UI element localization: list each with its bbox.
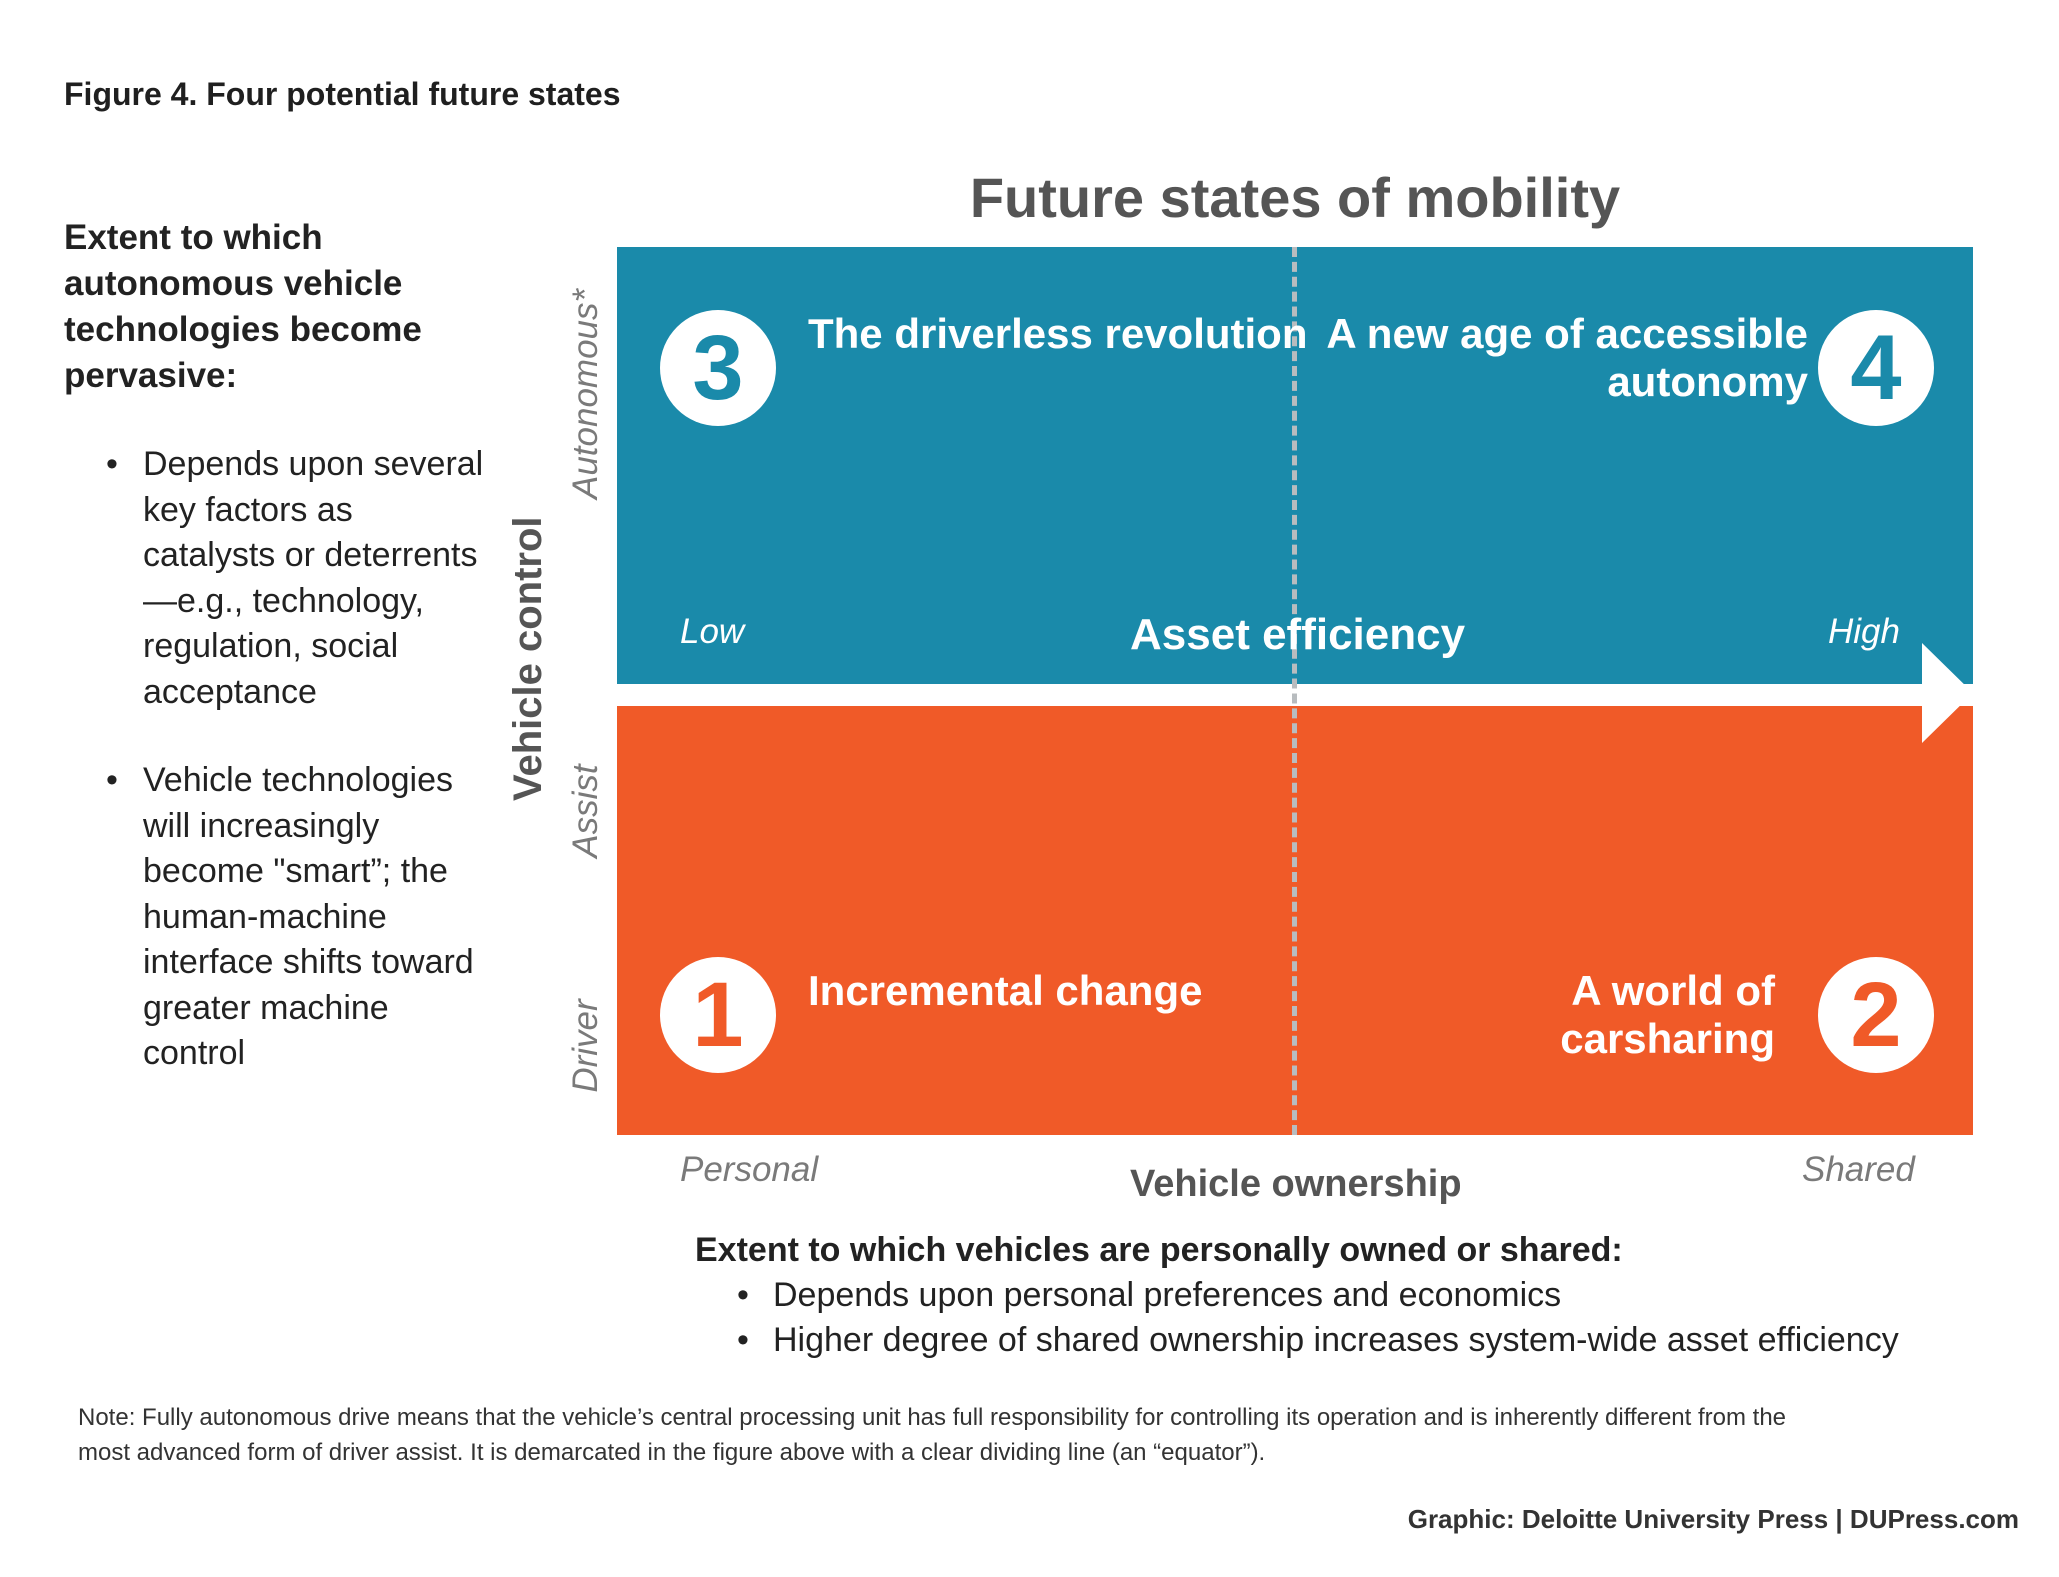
quadrant-4-label: A new age of accessible autonomy <box>1326 310 1808 405</box>
quadrant-1-badge: 1 <box>660 957 776 1073</box>
efficiency-low-label: Low <box>680 612 745 651</box>
ownership-explanation: Extent to which vehicles are personally … <box>695 1228 1995 1363</box>
chart-title: Future states of mobility <box>969 166 1621 229</box>
quadrant-2-badge: 2 <box>1818 957 1934 1073</box>
vehicle-control-axis-label: Vehicle control <box>506 516 550 801</box>
quadrant-3-label: The driverless revolution <box>808 310 1308 357</box>
quadrant-3-badge: 3 <box>660 310 776 426</box>
quadrant-1-label: Incremental change <box>808 967 1203 1014</box>
figure-title: Figure 4. Four potential future states <box>64 76 621 112</box>
bottom-bullet-list: Depends upon personal preferences and ec… <box>695 1273 1995 1363</box>
y-tick-autonomous: Autonomous* <box>566 288 605 499</box>
side-heading: Extent to which autonomous vehicle techn… <box>64 218 422 395</box>
y-tick-assist: Assist <box>566 764 605 858</box>
quadrant-2-label: A world of carsharing <box>1560 967 1775 1062</box>
side-bullet: Depends upon several key factors as cata… <box>64 442 484 715</box>
x-tick-shared: Shared <box>1802 1150 1915 1189</box>
side-bullet: Vehicle technologies will increasingly b… <box>64 758 484 1077</box>
source-credit: Graphic: Deloitte University Press | DUP… <box>1407 1504 2019 1534</box>
bottom-bullet: Higher degree of shared ownership increa… <box>695 1318 1995 1363</box>
vehicle-control-explanation: Extent to which autonomous vehicle techn… <box>64 215 484 1077</box>
quadrant-4-badge: 4 <box>1818 310 1934 426</box>
vehicle-ownership-axis-label: Vehicle ownership <box>1130 1163 1462 1205</box>
footnote: Note: Fully autonomous drive means that … <box>78 1404 1787 1466</box>
side-bullet-list: Depends upon several key factors as cata… <box>64 442 484 1077</box>
bottom-heading: Extent to which vehicles are personally … <box>695 1231 1623 1269</box>
ownership-divider <box>1292 247 1297 1135</box>
x-tick-personal: Personal <box>680 1150 819 1189</box>
bottom-bullet: Depends upon personal preferences and ec… <box>695 1273 1995 1318</box>
y-tick-driver: Driver <box>566 999 605 1093</box>
efficiency-high-label: High <box>1828 612 1900 651</box>
asset-efficiency-label: Asset efficiency <box>1130 610 1466 659</box>
